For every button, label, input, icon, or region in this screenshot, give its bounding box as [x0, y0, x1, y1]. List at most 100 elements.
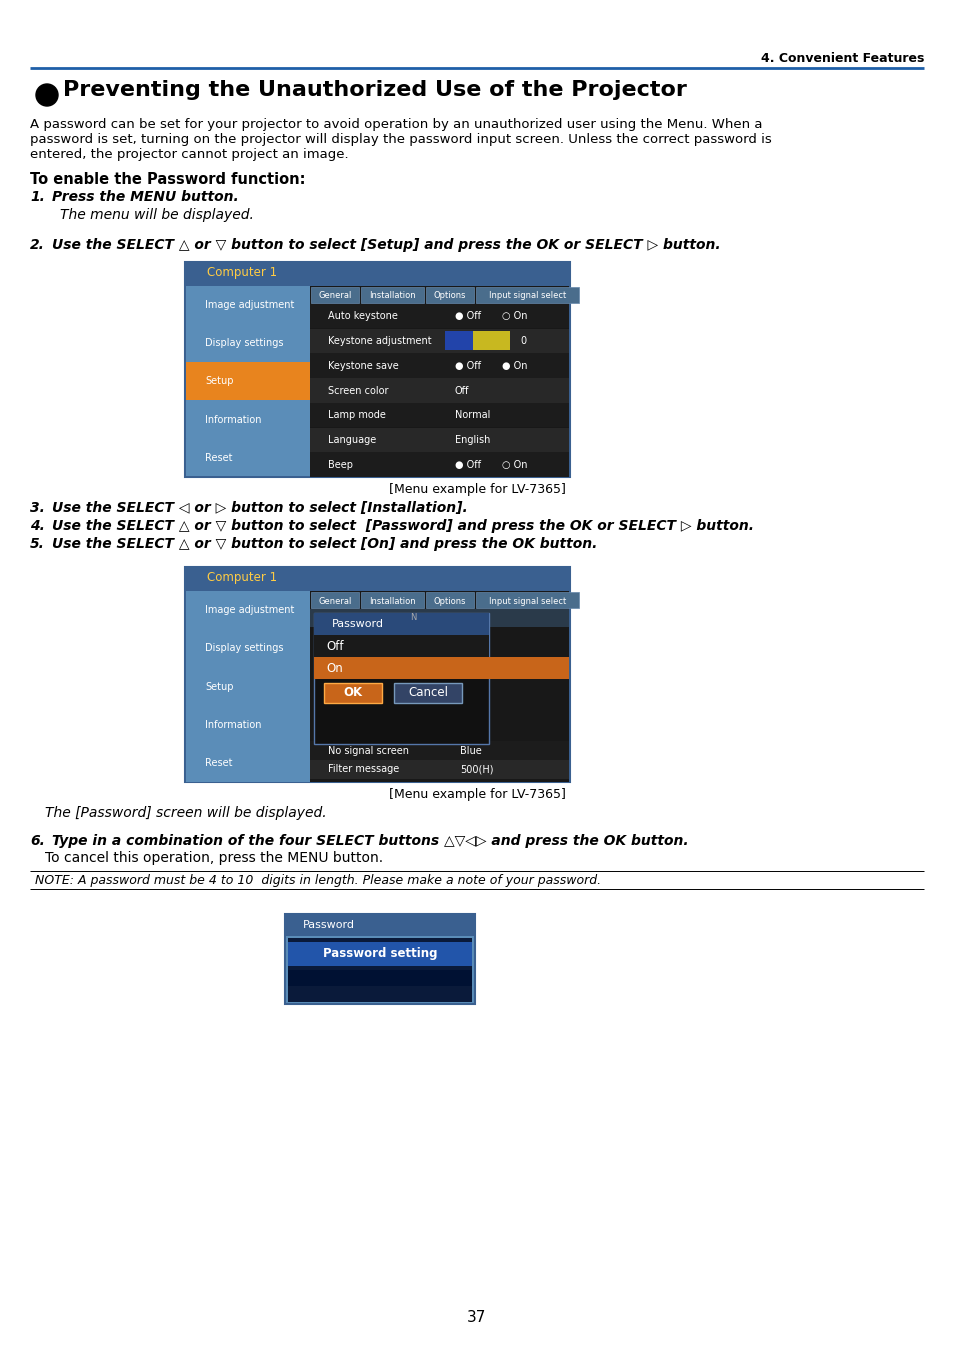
Bar	[186, 630, 310, 667]
Text: General: General	[318, 597, 352, 605]
Bar	[310, 741, 568, 759]
Text: To enable the Password function:: To enable the Password function:	[30, 173, 305, 187]
Text: Password: Password	[332, 619, 384, 630]
Text: Keystone save: Keystone save	[328, 361, 398, 371]
Text: Use the SELECT ◁ or ▷ button to select [Installation].: Use the SELECT ◁ or ▷ button to select […	[52, 501, 467, 515]
Text: 2.: 2.	[30, 239, 45, 252]
Bar	[285, 914, 475, 936]
Bar	[314, 613, 489, 635]
Text: The [Password] screen will be displayed.: The [Password] screen will be displayed.	[45, 806, 326, 820]
Bar	[185, 568, 569, 590]
Text: OK: OK	[343, 686, 362, 700]
Text: Use the SELECT △ or ▽ button to select [Setup] and press the OK or SELECT ▷ butt: Use the SELECT △ or ▽ button to select […	[52, 239, 720, 252]
Bar	[310, 353, 568, 377]
Text: ● Off: ● Off	[455, 361, 480, 371]
Text: Setup: Setup	[205, 376, 233, 387]
Text: ○ On: ○ On	[501, 311, 527, 321]
Text: Beep: Beep	[328, 460, 353, 469]
Bar	[324, 683, 381, 704]
Bar	[314, 613, 489, 744]
Circle shape	[36, 84, 58, 106]
Text: Computer 1: Computer 1	[207, 266, 276, 279]
Bar	[444, 330, 473, 350]
Bar	[310, 609, 568, 627]
Bar	[185, 262, 569, 286]
Text: 500(H): 500(H)	[459, 764, 493, 775]
Bar	[186, 400, 310, 438]
Text: [Menu example for LV-7365]: [Menu example for LV-7365]	[388, 483, 565, 496]
Bar	[310, 590, 568, 782]
Text: Input signal select: Input signal select	[488, 291, 565, 301]
Bar	[426, 592, 474, 608]
Text: 4. Convenient Features: 4. Convenient Features	[760, 53, 923, 65]
Text: Information: Information	[205, 720, 261, 729]
Bar	[186, 705, 310, 743]
Text: Off: Off	[326, 639, 343, 652]
Text: ● Off: ● Off	[455, 311, 480, 321]
Text: No signal screen: No signal screen	[328, 745, 409, 755]
Text: 4.: 4.	[30, 519, 45, 532]
Text: ● Off: ● Off	[455, 460, 480, 469]
Text: Cancel: Cancel	[408, 686, 448, 700]
Text: password is set, turning on the projector will display the password input screen: password is set, turning on the projecto…	[30, 133, 771, 146]
Text: Blue: Blue	[459, 745, 481, 755]
Bar	[426, 287, 474, 303]
Bar	[311, 287, 358, 303]
Bar	[360, 592, 423, 608]
Text: Display settings: Display settings	[205, 643, 283, 654]
Text: Preventing the Unauthorized Use of the Projector: Preventing the Unauthorized Use of the P…	[63, 80, 686, 100]
Text: General: General	[318, 291, 352, 301]
Text: Installation: Installation	[369, 597, 416, 605]
Text: Information: Information	[205, 415, 261, 425]
Bar	[186, 744, 310, 782]
Text: 0: 0	[519, 336, 525, 346]
Bar	[186, 439, 310, 476]
Text: Options: Options	[434, 597, 466, 605]
Text: Lamp mode: Lamp mode	[328, 410, 385, 421]
Bar	[476, 287, 578, 303]
Bar	[476, 592, 578, 608]
Bar	[310, 453, 568, 477]
Text: Image adjustment: Image adjustment	[205, 605, 294, 615]
Text: To cancel this operation, press the MENU button.: To cancel this operation, press the MENU…	[45, 851, 383, 865]
Bar	[185, 262, 569, 477]
Text: 1.: 1.	[30, 190, 45, 204]
Text: Off: Off	[455, 386, 469, 395]
Bar	[186, 363, 310, 400]
Text: Setup: Setup	[205, 682, 233, 692]
Bar	[311, 592, 358, 608]
Text: Auto keystone: Auto keystone	[328, 311, 397, 321]
Text: ● On: ● On	[501, 361, 527, 371]
Bar	[310, 760, 568, 779]
Text: Reset: Reset	[205, 758, 233, 768]
Text: ○ On: ○ On	[501, 460, 527, 469]
Bar	[186, 590, 310, 628]
Text: [Menu example for LV-7365]: [Menu example for LV-7365]	[388, 789, 565, 801]
Text: 6.: 6.	[30, 834, 45, 848]
Text: entered, the projector cannot project an image.: entered, the projector cannot project an…	[30, 148, 348, 160]
Text: Password: Password	[303, 919, 355, 930]
Text: The menu will be displayed.: The menu will be displayed.	[60, 208, 253, 222]
Text: Options: Options	[434, 291, 466, 301]
Text: 37: 37	[467, 1310, 486, 1325]
Text: 5.: 5.	[30, 537, 45, 551]
Text: Password setting: Password setting	[322, 948, 436, 961]
Text: Screen color: Screen color	[328, 386, 388, 395]
Bar	[310, 427, 568, 452]
Bar	[310, 286, 568, 477]
Bar	[310, 329, 568, 353]
Text: 3.: 3.	[30, 501, 45, 515]
Text: Image adjustment: Image adjustment	[205, 301, 294, 310]
Text: Computer 1: Computer 1	[207, 572, 276, 584]
Text: Use the SELECT △ or ▽ button to select [On] and press the OK button.: Use the SELECT △ or ▽ button to select […	[52, 537, 597, 551]
Bar	[285, 914, 475, 1004]
Bar	[310, 305, 568, 329]
Text: Use the SELECT △ or ▽ button to select  [Password] and press the OK or SELECT ▷ : Use the SELECT △ or ▽ button to select […	[52, 519, 753, 532]
Bar	[186, 325, 310, 361]
Bar	[489, 656, 568, 679]
Bar	[360, 287, 423, 303]
Bar	[310, 403, 568, 427]
Text: Press the MENU button.: Press the MENU button.	[52, 190, 238, 204]
Text: Input signal select: Input signal select	[488, 597, 565, 605]
Bar	[314, 656, 489, 679]
